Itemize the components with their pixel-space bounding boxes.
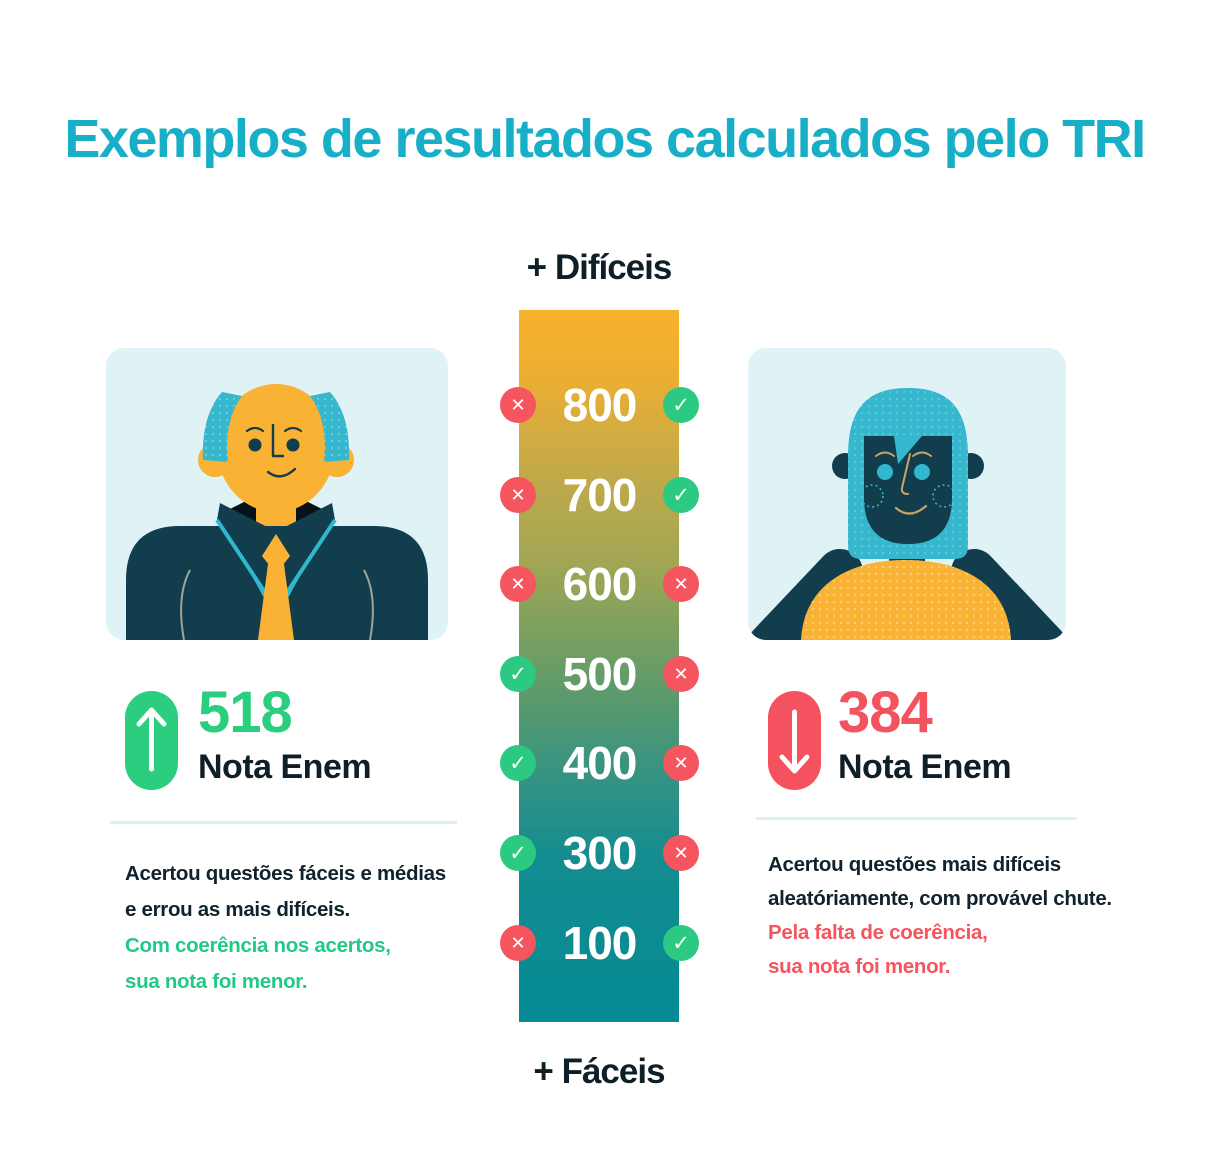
scale-value: 600 — [562, 558, 638, 610]
check-icon — [663, 925, 699, 961]
scale-value: 500 — [562, 648, 638, 700]
left-person-card — [106, 348, 448, 640]
divider — [110, 821, 457, 824]
x-icon — [663, 835, 699, 871]
scale-row: 100 — [500, 919, 699, 967]
left-score: 518 — [198, 680, 293, 745]
x-icon — [663, 566, 699, 602]
check-icon — [663, 477, 699, 513]
check-icon — [500, 745, 536, 781]
left-description-line: e errou as mais difíceis. — [125, 898, 350, 921]
older-man-avatar — [126, 384, 428, 640]
scale-value: 700 — [562, 469, 638, 521]
x-icon — [500, 925, 536, 961]
arrow-down-icon — [779, 709, 810, 774]
right-description-line: aleatóriamente, com provável chute. — [768, 887, 1112, 910]
scale-value: 100 — [562, 917, 638, 969]
page-title: Exemplos de resultados calculados pelo T… — [64, 109, 1146, 169]
x-icon — [500, 387, 536, 423]
left-highlight-line: sua nota foi menor. — [125, 970, 308, 993]
scale-row: 500 — [500, 650, 699, 698]
check-icon — [500, 656, 536, 692]
right-score-label: Nota Enem — [838, 748, 1012, 786]
check-icon — [500, 835, 536, 871]
right-score: 384 — [838, 680, 933, 745]
x-icon — [500, 566, 536, 602]
difficulty-scale-bar — [519, 310, 679, 1022]
x-icon — [663, 745, 699, 781]
scale-row: 600 — [500, 560, 699, 608]
scale-value: 400 — [562, 737, 638, 789]
score-down-pill — [768, 691, 821, 790]
scale-value: 300 — [562, 827, 638, 879]
score-up-pill — [125, 691, 178, 790]
right-highlight-line: Pela falta de coerência, — [768, 921, 988, 944]
right-description-line: Acertou questões mais difíceis — [768, 853, 1061, 876]
left-highlight-line: Com coerência nos acertos, — [125, 934, 391, 957]
left-score-label: Nota Enem — [198, 748, 372, 786]
scale-row: 700 — [500, 471, 699, 519]
left-description-line: Acertou questões fáceis e médias — [125, 862, 446, 885]
scale-top-label: + Difíceis — [526, 248, 673, 287]
right-person-card — [748, 348, 1066, 640]
scale-row: 800 — [500, 381, 699, 429]
arrow-up-icon — [136, 707, 167, 772]
x-icon — [663, 656, 699, 692]
scale-row: 300 — [500, 829, 699, 877]
scale-row: 400 — [500, 739, 699, 787]
x-icon — [500, 477, 536, 513]
check-icon — [663, 387, 699, 423]
divider — [756, 817, 1077, 820]
scale-value: 800 — [562, 379, 638, 431]
right-highlight-line: sua nota foi menor. — [768, 955, 951, 978]
scale-bottom-label: + Fáceis — [533, 1052, 665, 1091]
young-woman-avatar — [748, 388, 1066, 640]
